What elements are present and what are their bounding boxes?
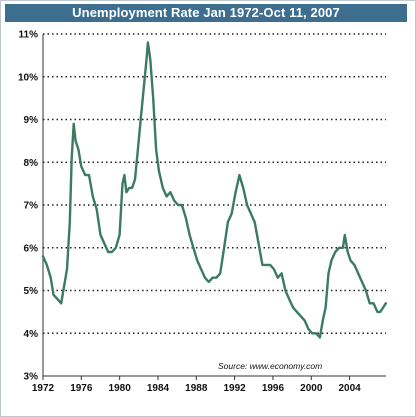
grid-lines: [43, 33, 386, 334]
x-tick-label: 1976: [70, 383, 93, 394]
axes: [42, 34, 386, 380]
y-tick-label: 4%: [24, 329, 39, 340]
y-tick-label: 7%: [24, 201, 39, 212]
y-tick-label: 11%: [19, 30, 39, 41]
y-tick-label: 8%: [24, 158, 39, 169]
tick-labels: 3% 4% 5% 6% 7% 8% 9% 10% 11% 1972 1976 1980 1984 1988…: [18, 30, 361, 395]
y-tick-label: 5%: [24, 286, 39, 297]
x-tick-label: 1996: [262, 383, 285, 394]
x-tick-label: 1992: [223, 383, 246, 394]
x-tick-label: 1980: [109, 383, 132, 394]
x-tick-label: 2004: [338, 383, 361, 394]
x-tick-label: 1972: [32, 383, 55, 394]
series-line-unemployment-rate: [41, 41, 387, 339]
y-tick-label: 10%: [18, 72, 38, 83]
source-note: Source: www.economy.com: [218, 361, 322, 371]
x-tick-label: 1988: [185, 383, 208, 394]
x-tick-label: 1984: [147, 383, 170, 394]
y-tick-label: 9%: [24, 115, 39, 126]
series-layer: [41, 41, 387, 339]
y-tick-label: 6%: [24, 243, 39, 254]
y-tick-label: 3%: [24, 372, 39, 383]
x-tick-label: 2000: [300, 383, 323, 394]
chart-title: Unemployment Rate Jan 1972-Oct 11, 2007: [5, 4, 407, 22]
